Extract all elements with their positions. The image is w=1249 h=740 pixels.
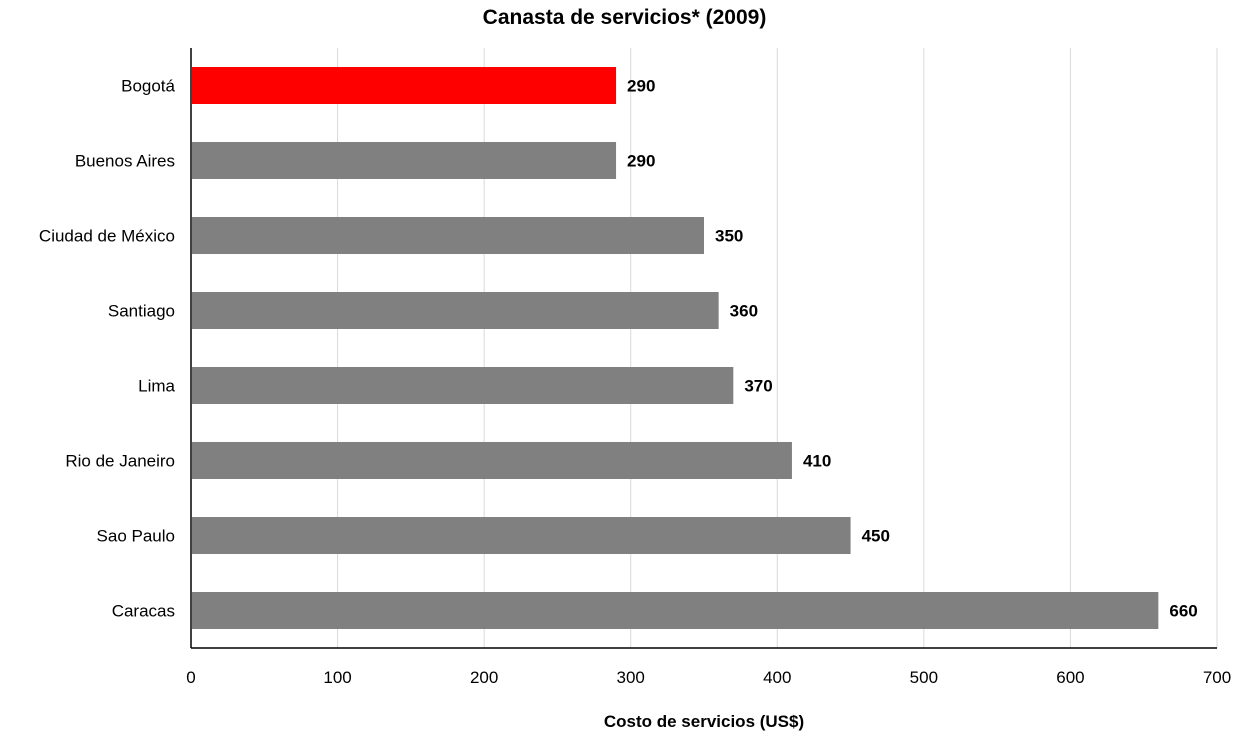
bar	[192, 367, 734, 404]
gridlines	[337, 48, 1218, 648]
x-tick-label: 200	[470, 668, 498, 687]
bar-value-label: 350	[715, 227, 743, 246]
x-tick-label: 500	[910, 668, 938, 687]
x-tick-label: 0	[186, 668, 195, 687]
bar-value-label: 450	[862, 527, 890, 546]
x-tick-label: 700	[1203, 668, 1231, 687]
y-category-label: Ciudad de México	[39, 227, 175, 246]
bar-value-label: 370	[744, 377, 772, 396]
x-axis-title: Costo de servicios (US$)	[603, 712, 805, 731]
y-category-label: Bogotá	[121, 77, 175, 96]
bar-value-label: 290	[627, 152, 655, 171]
y-category-label: Lima	[138, 377, 175, 396]
y-category-label: Sao Paulo	[97, 527, 175, 546]
y-category-label: Caracas	[112, 602, 175, 621]
bars	[192, 67, 1159, 629]
bar-value-label: 360	[730, 302, 758, 321]
x-tick-label: 400	[763, 668, 791, 687]
bar	[192, 517, 851, 554]
bar	[192, 67, 617, 104]
axes	[190, 48, 1217, 649]
chart-title: Canasta de servicios* (2009)	[482, 6, 767, 29]
x-tick-label: 300	[617, 668, 645, 687]
y-category-label: Rio de Janeiro	[65, 452, 175, 471]
y-category-label: Buenos Aires	[75, 152, 175, 171]
bar	[192, 292, 719, 329]
labels: 0 100 200 300 400 500 600 700 Bogotá 290 Buenos Ai…	[39, 77, 1231, 688]
bar-value-label: 660	[1169, 602, 1197, 621]
bar-value-label: 410	[803, 452, 831, 471]
bar	[192, 142, 617, 179]
bar	[192, 592, 1159, 629]
x-tick-label: 100	[323, 668, 351, 687]
x-tick-label: 600	[1056, 668, 1084, 687]
bar	[192, 217, 704, 254]
bar	[192, 442, 792, 479]
bar-value-label: 290	[627, 77, 655, 96]
y-category-label: Santiago	[108, 302, 175, 321]
